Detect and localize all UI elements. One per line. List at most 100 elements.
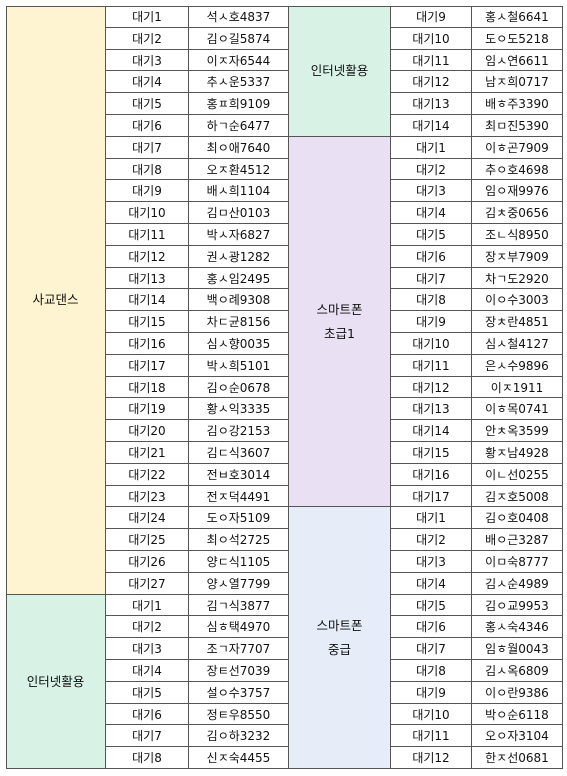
wait-number: 대기14 [391, 420, 472, 442]
applicant-name: 안ㅊ옥3599 [472, 420, 563, 442]
applicant-name: 김ㅇ길5874 [189, 28, 289, 50]
applicant-name: 홍ㅅ숙4346 [472, 616, 563, 638]
class-group-name: 인터넷활용 [310, 63, 369, 79]
applicant-name: 신ㅈ숙4455 [189, 747, 289, 769]
applicant-name: 홍ㅅ철6641 [472, 6, 563, 28]
applicant-name: 권ㅅ광1282 [189, 246, 289, 268]
wait-number: 대기17 [106, 355, 189, 377]
applicant-name: 도ㅇ도5218 [472, 28, 563, 50]
wait-number: 대기26 [106, 551, 189, 573]
applicant-name: 김ㅅ옥6809 [472, 660, 563, 682]
wait-number: 대기12 [391, 377, 472, 398]
applicant-name: 이ㅈ자6544 [189, 50, 289, 71]
wait-number: 대기10 [106, 202, 189, 224]
class-group-name: 사교댄스 [32, 292, 79, 308]
class-group-cell: 스마트폰 중급 [289, 507, 391, 769]
wait-number: 대기13 [106, 268, 189, 289]
wait-number: 대기3 [106, 638, 189, 660]
applicant-name: 오ㅈ환4512 [189, 159, 289, 180]
wait-number: 대기11 [391, 50, 472, 71]
applicant-name: 백ㅇ례9308 [189, 289, 289, 311]
wait-number: 대기11 [106, 224, 189, 246]
wait-number: 대기14 [391, 115, 472, 137]
applicant-name: 남ㅈ희0717 [472, 71, 563, 93]
applicant-name: 김ㅊ중0656 [472, 202, 563, 224]
wait-number: 대기12 [391, 747, 472, 769]
applicant-name: 박ㅅ희5101 [189, 355, 289, 377]
wait-number: 대기7 [391, 268, 472, 289]
applicant-name: 전ㅈ덕4491 [189, 486, 289, 507]
wait-number: 대기8 [391, 660, 472, 682]
wait-number: 대기21 [106, 442, 189, 464]
wait-number: 대기13 [391, 93, 472, 115]
applicant-name: 황ㅈ남4928 [472, 442, 563, 464]
wait-number: 대기9 [391, 6, 472, 28]
wait-number: 대기2 [106, 28, 189, 50]
wait-number: 대기13 [391, 398, 472, 420]
wait-number: 대기12 [106, 246, 189, 268]
applicant-name: 오ㅇ자3104 [472, 725, 563, 747]
class-group-cell: 인터넷활용 [6, 595, 106, 769]
wait-number: 대기12 [391, 71, 472, 93]
applicant-name: 전ㅂ호3014 [189, 464, 289, 486]
wait-number: 대기16 [391, 464, 472, 486]
wait-number: 대기20 [106, 420, 189, 442]
wait-number: 대기22 [106, 464, 189, 486]
wait-number: 대기24 [106, 507, 189, 529]
applicant-name: 장ㅊ란4851 [472, 311, 563, 333]
class-group-name: 인터넷활용 [26, 673, 85, 689]
wait-number: 대기15 [106, 311, 189, 333]
applicant-name: 김ㅇ호0408 [472, 507, 563, 529]
applicant-name: 조ㄴ식8950 [472, 224, 563, 246]
applicant-name: 임ㅅ연6611 [472, 50, 563, 71]
wait-number: 대기1 [391, 507, 472, 529]
wait-number: 대기3 [106, 50, 189, 71]
wait-number: 대기11 [391, 355, 472, 377]
wait-number: 대기4 [106, 71, 189, 93]
applicant-name: 김ㄷ식3607 [189, 442, 289, 464]
wait-number: 대기4 [391, 202, 472, 224]
class-group-name: 스마트폰 [316, 617, 363, 633]
applicant-name: 박ㅅ자6827 [189, 224, 289, 246]
wait-number: 대기15 [391, 442, 472, 464]
wait-number: 대기6 [106, 704, 189, 725]
wait-number: 대기18 [106, 377, 189, 398]
applicant-name: 차ㄱ도2920 [472, 268, 563, 289]
applicant-name: 김ㅈ호5008 [472, 486, 563, 507]
wait-number: 대기7 [106, 137, 189, 159]
wait-number: 대기8 [106, 159, 189, 180]
wait-number: 대기4 [391, 573, 472, 595]
applicant-name: 배ㅇ근3287 [472, 529, 563, 551]
applicant-name: 박ㅇ순6118 [472, 704, 563, 725]
wait-number: 대기7 [391, 638, 472, 660]
wait-number: 대기2 [391, 159, 472, 180]
wait-number: 대기9 [391, 682, 472, 704]
class-group-cell: 인터넷활용 [289, 6, 391, 137]
wait-number: 대기1 [391, 137, 472, 159]
wait-number: 대기4 [106, 660, 189, 682]
applicant-name: 차ㄷ균8156 [189, 311, 289, 333]
applicant-name: 추ㅅ운5337 [189, 71, 289, 93]
wait-number: 대기8 [106, 747, 189, 769]
applicant-name: 추ㅇ호4698 [472, 159, 563, 180]
wait-number: 대기6 [391, 616, 472, 638]
class-group-cell: 사교댄스 [6, 6, 106, 595]
wait-number: 대기6 [391, 246, 472, 268]
applicant-name: 임ㅇ재9976 [472, 180, 563, 202]
applicant-name: 최ㅁ진5390 [472, 115, 563, 137]
applicant-name: 정ㅌ우8550 [189, 704, 289, 725]
wait-number: 대기5 [391, 224, 472, 246]
applicant-name: 이ㄴ선0255 [472, 464, 563, 486]
applicant-name: 한ㅈ선0681 [472, 747, 563, 769]
applicant-name: 석ㅅ호4837 [189, 6, 289, 28]
applicant-name: 이ㅎ곤7909 [472, 137, 563, 159]
applicant-name: 홍ㅍ희9109 [189, 93, 289, 115]
applicant-name: 배ㅎ주3390 [472, 93, 563, 115]
applicant-name: 배ㅅ희1104 [189, 180, 289, 202]
wait-number: 대기25 [106, 529, 189, 551]
applicant-name: 장ㅌ선7039 [189, 660, 289, 682]
wait-number: 대기2 [391, 529, 472, 551]
applicant-name: 이ㅎ목0741 [472, 398, 563, 420]
applicant-name: 양ㄷ식1105 [189, 551, 289, 573]
class-group-name: 스마트폰 [316, 301, 363, 317]
